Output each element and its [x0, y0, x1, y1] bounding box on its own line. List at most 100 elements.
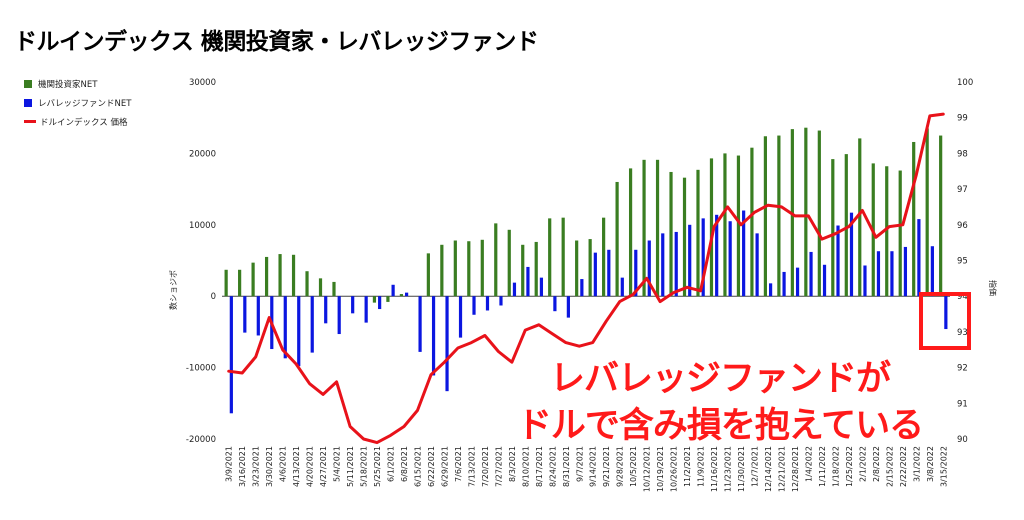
x-tick-label: 6/1/2021	[387, 446, 396, 482]
bar-institutional	[925, 128, 929, 297]
bar-leveraged	[378, 296, 382, 310]
x-tick-label: 5/18/2021	[360, 446, 369, 487]
bar-leveraged	[849, 212, 854, 297]
bar-institutional	[521, 244, 525, 297]
x-tick-label: 10/26/2021	[670, 446, 679, 492]
x-tick-label: 8/3/2021	[508, 446, 517, 482]
bar-institutional	[912, 141, 916, 297]
x-tick-label: 4/13/2021	[292, 446, 301, 487]
bar-institutional	[642, 159, 646, 297]
bar-leveraged	[607, 249, 611, 297]
bar-institutional	[696, 169, 700, 297]
bar-leveraged	[809, 251, 813, 297]
bar-institutional	[588, 239, 592, 297]
x-tick-label: 6/29/2021	[440, 446, 449, 487]
bar-institutional	[224, 269, 228, 297]
bar-institutional	[736, 155, 741, 297]
bar-leveraged	[742, 210, 746, 297]
x-tick-label: 2/1/2022	[858, 446, 867, 482]
bar-institutional	[682, 177, 687, 297]
legend-label-institutional: 機関投資家NET	[38, 79, 98, 90]
y2-tick-label: 97	[957, 185, 968, 195]
bar-leveraged	[351, 296, 355, 314]
bar-leveraged	[661, 233, 665, 297]
bar-leveraged	[795, 267, 800, 297]
x-tick-label: 9/7/2021	[575, 446, 584, 482]
bar-leveraged	[944, 296, 948, 330]
bar-leveraged	[890, 251, 894, 297]
bar-institutional	[534, 241, 538, 297]
bar-leveraged	[728, 221, 732, 297]
x-tick-label: 3/9/2021	[225, 446, 234, 482]
x-tick-label: 9/28/2021	[616, 446, 625, 487]
x-tick-label: 4/6/2021	[279, 446, 288, 482]
bar-institutional	[817, 130, 821, 297]
bar-institutional	[669, 171, 673, 297]
bar-leveraged	[499, 296, 503, 306]
bar-institutional	[844, 154, 848, 297]
bar-leveraged	[822, 264, 827, 297]
y2-tick-label: 95	[957, 257, 968, 267]
x-tick-label: 4/27/2021	[319, 446, 328, 487]
x-tick-label: 11/2/2021	[683, 446, 692, 487]
bar-institutional	[494, 223, 498, 297]
y2-tick-label: 98	[957, 149, 968, 159]
bar-institutional	[763, 136, 767, 297]
x-tick-label: 7/27/2021	[494, 446, 503, 487]
legend-swatch-red-line	[24, 120, 36, 123]
bar-leveraged	[876, 251, 881, 297]
bar-institutional	[399, 294, 403, 297]
bar-institutional	[777, 135, 781, 297]
bar-institutional	[723, 153, 727, 297]
x-tick-label: 7/6/2021	[454, 446, 463, 482]
bar-institutional	[251, 262, 255, 297]
y2-tick-label: 93	[957, 328, 968, 338]
x-tick-label: 12/7/2021	[751, 446, 760, 487]
x-tick-label: 6/15/2021	[414, 446, 423, 487]
y2-tick-label: 92	[957, 364, 968, 374]
legend-label-leveraged: レバレッジファンドNET	[38, 98, 132, 109]
x-tick-label: 12/28/2021	[791, 446, 800, 492]
bar-institutional	[602, 217, 606, 297]
x-tick-label: 1/25/2022	[845, 446, 854, 487]
y-axis-title: 数ショジポ	[168, 270, 178, 310]
bar-leveraged	[903, 246, 908, 297]
bar-leveraged	[458, 296, 463, 338]
bar-institutional	[628, 168, 633, 297]
bar-leveraged	[472, 296, 476, 315]
x-tick-label: 7/13/2021	[467, 446, 476, 487]
chart-title: ドルインデックス 機関投資家・レバレッジファンド	[14, 29, 539, 55]
bar-institutional	[615, 181, 619, 297]
x-tick-label: 7/20/2021	[481, 446, 490, 487]
bar-institutional	[372, 296, 377, 303]
x-tick-label: 8/31/2021	[562, 446, 571, 487]
y2-tick-label: 90	[957, 435, 968, 445]
bar-institutional	[480, 239, 484, 297]
annotation-line-1: レバレッジファンドが	[549, 359, 891, 399]
x-tick-label: 1/18/2022	[831, 446, 840, 487]
bar-leveraged	[526, 266, 530, 297]
x-tick-label: 11/16/2021	[710, 446, 719, 492]
x-tick-label: 1/11/2022	[818, 446, 827, 487]
bar-leveraged	[580, 279, 584, 297]
bar-leveraged	[283, 296, 287, 359]
x-tick-label: 3/1/2022	[912, 446, 921, 482]
y2-tick-label: 100	[957, 78, 973, 88]
bar-institutional	[467, 241, 471, 297]
legend-swatch-blue	[24, 98, 32, 107]
bar-leveraged	[593, 252, 597, 297]
x-tick-label: 10/5/2021	[629, 446, 638, 487]
bar-institutional	[548, 218, 552, 297]
bar-institutional	[750, 147, 754, 297]
legend-swatch-green	[24, 79, 32, 88]
bar-institutional	[709, 158, 714, 297]
bar-leveraged	[769, 283, 773, 297]
bar-leveraged	[297, 296, 301, 367]
bar-leveraged	[917, 219, 921, 297]
bar-leveraged	[620, 277, 624, 297]
x-tick-label: 8/10/2021	[521, 446, 530, 487]
y2-tick-label: 94	[957, 292, 968, 302]
annotation-line-2: ドルで含み損を抱えている	[516, 406, 924, 446]
bar-leveraged	[485, 296, 490, 311]
